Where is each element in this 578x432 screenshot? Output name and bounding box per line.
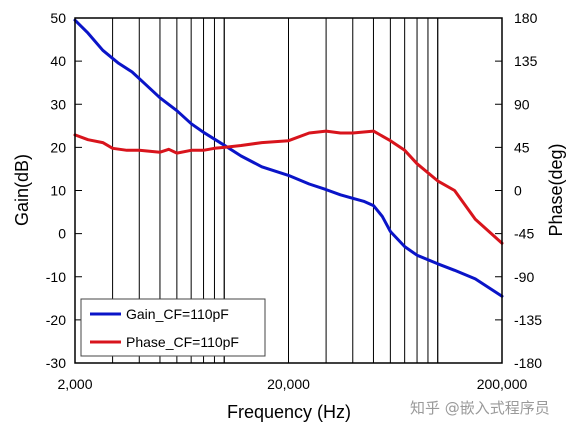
right-axis-title: Phase(deg) bbox=[546, 143, 566, 236]
right-tick-label: -90 bbox=[514, 269, 534, 285]
right-tick-label: 135 bbox=[514, 53, 538, 69]
x-tick-label: 200,000 bbox=[477, 376, 528, 392]
left-tick-label: 0 bbox=[58, 226, 66, 242]
right-axis-ticks: 180 135 90 45 0 -45 -90 -135 -180 bbox=[495, 10, 542, 371]
x-axis-title: Frequency (Hz) bbox=[227, 402, 351, 422]
left-tick-label: 50 bbox=[50, 10, 66, 26]
right-tick-label: -45 bbox=[514, 226, 534, 242]
x-axis-ticks: 2,000 20,000 200,000 bbox=[57, 376, 527, 392]
left-axis-title: Gain(dB) bbox=[12, 154, 32, 226]
legend-label-gain: Gain_CF=110pF bbox=[126, 306, 229, 322]
left-tick-label: 10 bbox=[50, 183, 66, 199]
right-tick-label: 0 bbox=[514, 183, 522, 199]
legend: Gain_CF=110pF Phase_CF=110pF bbox=[80, 298, 266, 357]
legend-box bbox=[80, 298, 266, 357]
left-tick-label: -30 bbox=[46, 355, 66, 371]
phase-series-line bbox=[73, 129, 504, 245]
left-tick-label: 30 bbox=[50, 96, 66, 112]
watermark: 知乎 @嵌入式程序员 bbox=[410, 399, 550, 417]
right-tick-label: -180 bbox=[514, 355, 542, 371]
left-tick-label: -10 bbox=[46, 269, 66, 285]
series-layer bbox=[73, 18, 504, 298]
right-tick-label: 90 bbox=[514, 96, 530, 112]
right-tick-label: -135 bbox=[514, 312, 542, 328]
right-tick-label: 180 bbox=[514, 10, 538, 26]
x-tick-label: 20,000 bbox=[267, 376, 310, 392]
x-tick-label: 2,000 bbox=[57, 376, 92, 392]
left-tick-label: -20 bbox=[46, 312, 66, 328]
left-tick-label: 40 bbox=[50, 53, 66, 69]
left-tick-label: 20 bbox=[50, 139, 66, 155]
right-tick-label: 45 bbox=[514, 139, 530, 155]
legend-label-phase: Phase_CF=110pF bbox=[126, 334, 239, 350]
gain-series-line bbox=[73, 18, 504, 298]
left-axis-ticks: 50 40 30 20 10 0 -10 -20 -30 bbox=[46, 10, 82, 371]
